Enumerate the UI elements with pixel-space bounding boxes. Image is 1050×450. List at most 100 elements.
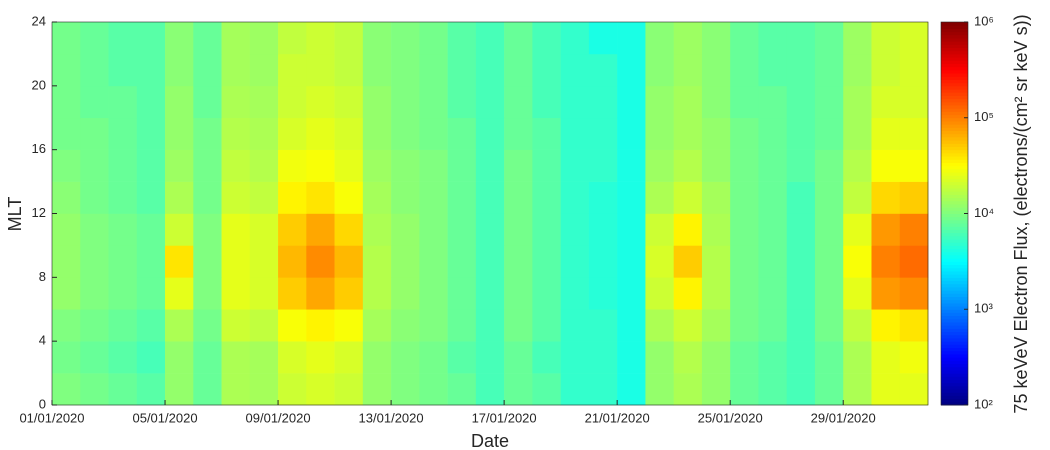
heatmap-cell (617, 181, 646, 214)
heatmap-cell (617, 373, 646, 406)
heatmap-cell (249, 53, 279, 87)
heatmap-cell (560, 341, 590, 374)
colorbar-strip (941, 264, 968, 269)
x-tick-label: 05/01/2020 (132, 410, 197, 425)
colorbar-strip (941, 373, 968, 377)
heatmap-cell (447, 277, 477, 310)
heatmap-cell (334, 341, 364, 374)
heatmap-cell (165, 22, 194, 55)
heatmap-cell (758, 117, 788, 150)
y-tick-label: 16 (32, 141, 46, 156)
colorbar-strip (941, 379, 968, 384)
colorbar-strip (941, 395, 968, 400)
colorbar-strip (941, 389, 968, 393)
heatmap-cell (391, 245, 420, 278)
heatmap-cell (278, 245, 307, 278)
heatmap-cell (278, 181, 307, 214)
heatmap-cell (645, 373, 674, 406)
colorbar-strip (941, 37, 968, 42)
heatmap-cell (504, 117, 533, 150)
heatmap-cell (80, 53, 109, 87)
heatmap-cell (193, 181, 222, 214)
heatmap-cell (617, 213, 646, 246)
colorbar-strip (941, 219, 968, 224)
heatmap-cell (447, 22, 477, 55)
heatmap-cell (80, 85, 109, 119)
heatmap-cell (814, 117, 844, 150)
colorbar-strip (941, 347, 968, 352)
heatmap-cell (758, 22, 788, 55)
colorbar-strip (941, 363, 968, 368)
colorbar-strip (941, 318, 968, 323)
colorbar-strip (941, 63, 968, 68)
heatmap-cell (80, 22, 109, 55)
heatmap-cell (560, 22, 590, 55)
heatmap-cell (80, 309, 109, 342)
heatmap-cell (80, 149, 109, 182)
colorbar-strip (941, 175, 968, 179)
heatmap-cell (871, 373, 901, 406)
colorbar-strip (941, 242, 968, 246)
heatmap-cell (52, 117, 81, 150)
colorbar-strip (941, 152, 968, 157)
colorbar-strip (941, 114, 968, 119)
heatmap-cell (306, 373, 335, 406)
heatmap-cell (108, 53, 138, 87)
heatmap-cell (645, 309, 674, 342)
heatmap-cell (362, 85, 392, 119)
heatmap-cell (899, 149, 929, 182)
heatmap-cell (193, 213, 222, 246)
heatmap-cell (334, 181, 364, 214)
heatmap-cell (391, 213, 420, 246)
colorbar-strip (941, 331, 968, 336)
heatmap-cell (758, 341, 788, 374)
heatmap-cell (786, 309, 816, 342)
heatmap-cell (165, 341, 194, 374)
colorbar-strip (941, 194, 968, 199)
colorbar-strip (941, 382, 968, 387)
colorbar-strip (941, 73, 968, 77)
heatmap-cell (701, 341, 731, 374)
heatmap-cell (532, 53, 561, 87)
heatmap-cell (786, 373, 816, 406)
colorbar-strip (941, 207, 968, 211)
colorbar-strip (941, 366, 968, 371)
colorbar-strip (941, 53, 968, 58)
y-tick-label: 4 (39, 333, 46, 348)
colorbar-strip (941, 124, 968, 128)
heatmap-cell (447, 309, 477, 342)
heatmap-cell (617, 85, 646, 119)
heatmap-cell (673, 245, 703, 278)
heatmap-cell (391, 85, 420, 119)
heatmap-cell (334, 53, 364, 87)
heatmap-cell (730, 245, 759, 278)
heatmap-cell (249, 117, 279, 150)
colorbar-strip (941, 248, 968, 253)
heatmap-cell (136, 213, 166, 246)
heatmap-cell (334, 117, 364, 150)
heatmap-cell (362, 149, 392, 182)
heatmap-cell (899, 53, 929, 87)
colorbar-strip (941, 136, 968, 141)
colorbar-strip (941, 258, 968, 262)
colorbar-strip (941, 302, 968, 307)
colorbar-strip (941, 290, 968, 294)
heatmap-cell (701, 117, 731, 150)
colorbar-strip (941, 213, 968, 218)
heatmap-cell (843, 309, 872, 342)
heatmap-cell (617, 277, 646, 310)
y-axis-label: MLT (5, 197, 25, 232)
heatmap-cell (843, 277, 872, 310)
colorbar-strip (941, 34, 968, 39)
heatmap-cell (617, 245, 646, 278)
heatmap-cell (52, 149, 81, 182)
colorbar-strip (941, 245, 968, 250)
colorbar-strip (941, 117, 968, 122)
heatmap-cell (447, 53, 477, 87)
colorbar-strip (941, 66, 968, 71)
heatmap-cell (814, 53, 844, 87)
heatmap-cell (306, 53, 335, 87)
colorbar-strip (941, 277, 968, 282)
heatmap-cell (52, 213, 81, 246)
colorbar-strip (941, 60, 968, 64)
